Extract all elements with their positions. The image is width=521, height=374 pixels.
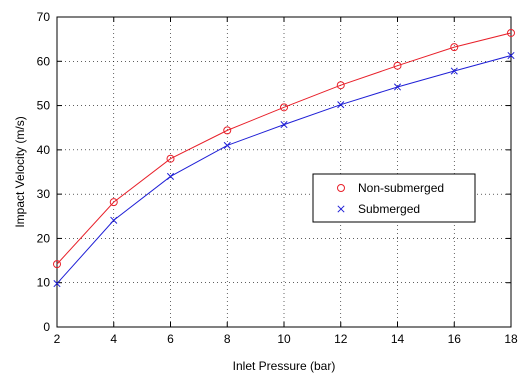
- series-layer: [53, 28, 515, 288]
- data-point-x: [53, 280, 61, 288]
- x-axis-label: Inlet Pressure (bar): [233, 359, 336, 373]
- data-point-circle: [507, 28, 515, 37]
- data-point-x: [450, 67, 458, 75]
- data-point-circle: [336, 81, 345, 90]
- x-tick-label: 2: [54, 332, 61, 346]
- data-point-x: [507, 51, 515, 60]
- data-point-x: [337, 205, 345, 213]
- legend-label: Non-submerged: [358, 181, 444, 195]
- data-point-circle: [109, 198, 118, 207]
- legend-label: Submerged: [358, 202, 420, 216]
- y-tick-label: 60: [37, 54, 51, 68]
- x-tick-label: 16: [448, 332, 462, 346]
- data-point-circle: [393, 61, 402, 70]
- data-point-circle: [280, 103, 288, 112]
- y-tick-label: 10: [37, 276, 51, 290]
- y-axis-label: Impact Velocity (m/s): [13, 116, 27, 227]
- series-1: [53, 28, 515, 269]
- legend-item: Submerged: [337, 202, 420, 216]
- y-tick-label: 30: [37, 187, 51, 201]
- data-point-circle: [53, 260, 61, 269]
- x-tick-label: 14: [391, 332, 405, 346]
- x-tick-label: 10: [277, 332, 291, 346]
- y-tick-label: 70: [37, 10, 51, 24]
- data-point-circle: [223, 126, 232, 135]
- data-point-x: [223, 141, 231, 149]
- data-point-circle: [450, 43, 459, 52]
- x-tick-label: 18: [504, 332, 518, 346]
- plot-area: [56, 16, 512, 328]
- y-tick-label: 0: [43, 320, 50, 334]
- data-point-x: [166, 172, 175, 180]
- data-point-x: [393, 83, 402, 91]
- legend: Non-submerged Submerged: [312, 173, 476, 223]
- legend-box: [312, 173, 476, 223]
- series-2: [53, 51, 515, 288]
- series-line: [56, 32, 512, 265]
- x-tick-label: 8: [224, 332, 231, 346]
- legend-item: Non-submerged: [337, 181, 444, 195]
- x-tick-label: 6: [167, 332, 174, 346]
- y-tick-label: 50: [37, 99, 51, 113]
- data-point-circle: [337, 184, 345, 192]
- data-point-x: [337, 101, 345, 109]
- data-point-x: [280, 121, 288, 129]
- data-point-x: [110, 216, 118, 224]
- x-tick-label: 4: [110, 332, 117, 346]
- y-tick-label: 20: [37, 231, 51, 245]
- ticks: 2 4 6 8 10 12 14 16 18 0 10 20 30 40 50 60 70: [37, 10, 518, 346]
- y-tick-label: 40: [37, 143, 51, 157]
- data-point-circle: [166, 154, 175, 163]
- x-tick-label: 12: [334, 332, 348, 346]
